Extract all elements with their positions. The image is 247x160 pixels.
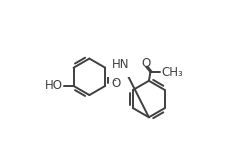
Text: O: O (142, 57, 151, 70)
Text: S: S (109, 65, 119, 80)
Text: CH₃: CH₃ (161, 66, 183, 79)
Text: O: O (124, 67, 133, 80)
Text: HN: HN (112, 58, 130, 71)
Text: O: O (111, 77, 120, 90)
Text: HO: HO (45, 80, 63, 92)
